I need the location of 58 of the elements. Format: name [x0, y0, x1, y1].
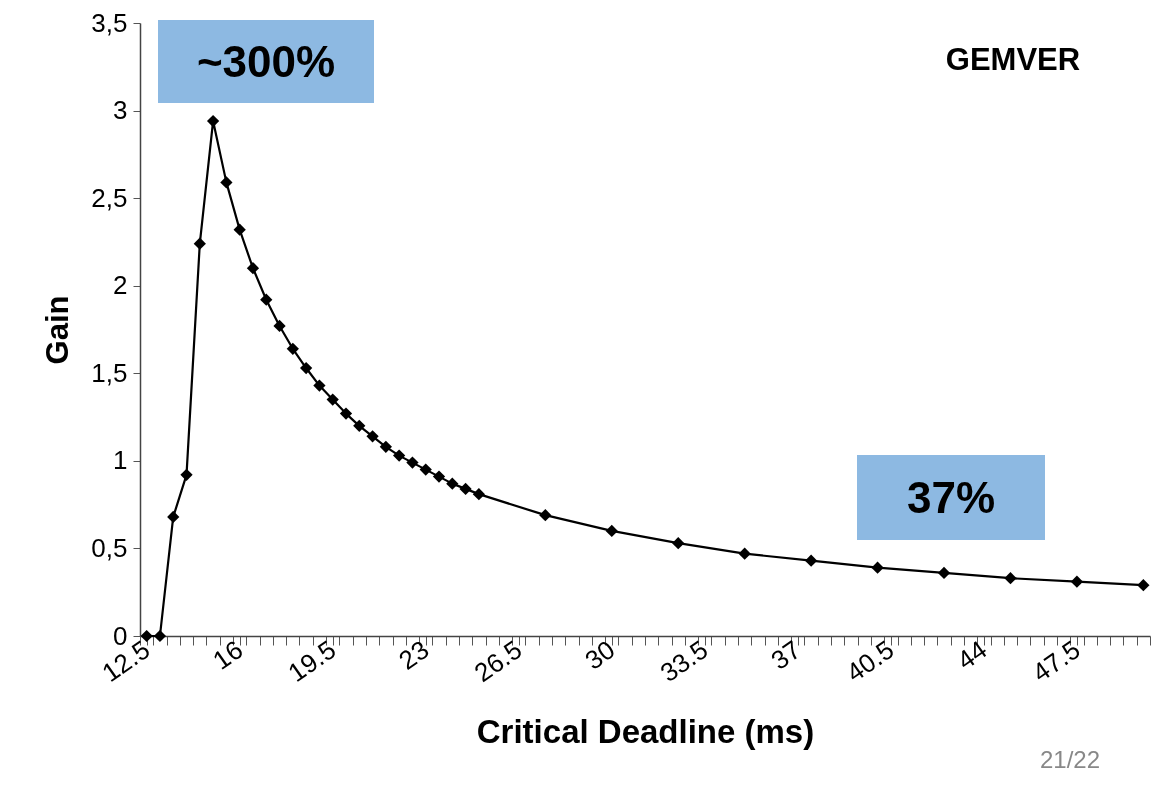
point — [353, 419, 366, 432]
y-tick-label: 1,5 — [91, 357, 128, 388]
point — [246, 262, 260, 275]
point — [193, 237, 206, 250]
point — [1137, 579, 1150, 592]
point — [1004, 572, 1017, 585]
point — [206, 114, 220, 128]
point — [472, 488, 486, 501]
y-tick-label: 3 — [113, 95, 128, 126]
point — [393, 449, 406, 462]
y-tick-label: 3,5 — [91, 7, 128, 38]
y-tick-label: 0,5 — [91, 532, 128, 563]
point — [871, 561, 884, 574]
point — [233, 223, 246, 236]
x-tick-label: 40.5 — [840, 634, 900, 688]
point — [738, 547, 751, 560]
point — [672, 537, 685, 550]
x-tick-label: 26.5 — [468, 634, 528, 688]
y-tick-label: 2,5 — [91, 182, 128, 213]
x-tick-label: 23 — [393, 634, 435, 676]
annotation: ~300% — [158, 20, 374, 103]
point — [432, 470, 446, 483]
point — [379, 440, 392, 453]
x-tick-label: 44 — [951, 634, 993, 676]
annotation: 37% — [857, 455, 1045, 540]
point — [1070, 575, 1084, 588]
point — [804, 554, 818, 567]
text: 21/22 — [1038, 745, 1102, 775]
point — [286, 342, 299, 355]
point — [459, 482, 472, 495]
x-tick-label: 19.5 — [282, 634, 342, 688]
point — [605, 524, 618, 538]
y-axis-title: Gain — [40, 295, 76, 365]
point — [180, 468, 193, 481]
x-tick-label: 47.5 — [1026, 634, 1086, 688]
point — [366, 430, 379, 443]
point — [406, 456, 419, 469]
point — [299, 361, 313, 375]
point — [419, 463, 432, 476]
point — [153, 629, 167, 643]
x-tick-label: 16 — [207, 634, 249, 676]
point — [937, 566, 951, 580]
point — [167, 510, 180, 524]
point — [539, 509, 552, 522]
point — [339, 407, 353, 420]
point — [220, 176, 233, 189]
point — [260, 293, 273, 306]
x-tick-label: 37 — [765, 634, 807, 676]
point — [273, 319, 286, 333]
x-tick-label: 30 — [579, 634, 621, 676]
text: GEMVER — [944, 41, 1082, 79]
point — [446, 477, 459, 490]
point — [313, 379, 326, 392]
point — [326, 393, 339, 406]
y-tick-label: 2 — [113, 270, 128, 301]
x-tick-label: 33.5 — [654, 634, 714, 688]
y-tick-label: 1 — [113, 445, 128, 476]
x-axis-title: Critical Deadline (ms) — [476, 713, 815, 751]
